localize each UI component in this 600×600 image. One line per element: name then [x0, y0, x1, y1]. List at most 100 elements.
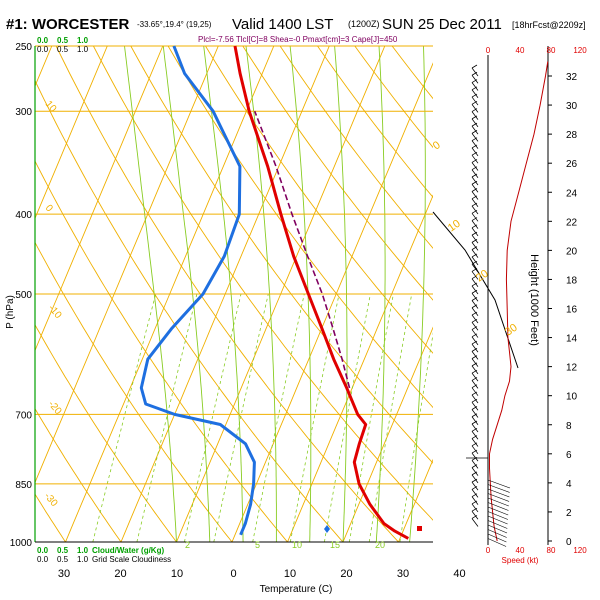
dry-adiabat-line: [167, 46, 433, 409]
moist-adiabat-line: [203, 46, 244, 542]
wind-barb-flag: [471, 159, 478, 163]
speed-axis-title: Speed (kt): [502, 556, 539, 565]
x-tick-label: 10: [284, 568, 296, 580]
wind-barb: [471, 322, 479, 331]
wind-barb: [471, 96, 479, 106]
wind-barb-flag: [471, 188, 478, 192]
wind-barb: [471, 234, 479, 244]
wind-barb: [471, 292, 479, 302]
utc-time: (1200Z): [348, 19, 380, 29]
low-level-wind-line: [487, 479, 511, 489]
wind-barb-flag: [471, 464, 478, 468]
wind-barb: [471, 518, 479, 527]
wind-barb: [471, 387, 479, 396]
speed-top-tick-1: 40: [516, 46, 525, 55]
moist-adiabat-line: [289, 46, 312, 542]
wind-barb: [471, 314, 479, 324]
isotherm-line: [120, 46, 330, 542]
speed-top-tick-2: 80: [547, 46, 556, 55]
dry-adiabat-line: [279, 46, 433, 249]
wind-barb-flag: [471, 449, 478, 454]
wind-barb-flag: [471, 398, 478, 403]
wind-barb: [471, 452, 479, 462]
low-level-wind-line: [487, 511, 509, 520]
isotherm-line: [65, 46, 275, 542]
wind-barb-flag: [471, 180, 478, 185]
dry-adiabat-line: [93, 46, 433, 521]
low-level-wind-line: [487, 533, 507, 543]
wind-barb-flag: [471, 355, 478, 359]
wind-barb: [471, 401, 479, 411]
temperature-line: [233, 45, 410, 540]
wind-barb: [471, 445, 479, 455]
wind-barb-flag: [471, 144, 478, 149]
mixing-ratio-line: [136, 293, 198, 542]
cloud-top-tick-2: 1.0: [77, 36, 89, 45]
mixing-ratio-label: 10: [292, 540, 302, 550]
height-tick-label: 8: [566, 421, 572, 432]
wind-barb-flag: [471, 93, 478, 98]
moist-adiabat-line: [409, 46, 426, 542]
cloud-top-tick-1: 0.5: [57, 36, 69, 45]
moist-adiabat-line: [334, 46, 348, 542]
wind-barb: [471, 503, 479, 513]
wind-barb-flag: [471, 318, 478, 323]
wind-barb-flag: [471, 340, 478, 345]
grid-tick-2: 1.0: [77, 555, 89, 564]
x-tick-label: 30: [397, 568, 409, 580]
wind-barb-flag: [471, 137, 478, 141]
wind-barb: [471, 343, 479, 353]
wind-barb: [471, 82, 479, 91]
dry-adiabat-line: [35, 323, 177, 542]
wind-barb-flag: [471, 130, 478, 134]
wind-barb: [471, 489, 479, 498]
isotherm-line: [510, 46, 600, 542]
speed-bottom-tick-2: 80: [547, 546, 556, 555]
dry-adiabat-line: [317, 46, 433, 198]
grid-tick-1: 0.5: [57, 555, 69, 564]
wind-barb: [471, 300, 479, 309]
wind-barb-flag: [471, 239, 478, 243]
wind-barb: [471, 351, 479, 360]
dewpoint-line: [139, 45, 256, 536]
wind-barb-flag: [471, 151, 478, 156]
y-tick-label: 1000: [10, 538, 33, 549]
wind-barb-flag: [471, 435, 478, 439]
wind-barb-flag: [471, 275, 478, 280]
wind-barb-flag: [471, 515, 478, 519]
x-tick-label: 40: [453, 568, 465, 580]
wind-barb-flag: [471, 202, 478, 207]
wind-barb: [471, 89, 479, 99]
isotherm-line: [398, 458, 433, 542]
forecast-date: SUN 25 Dec 2011: [382, 16, 502, 33]
dry-adiabat-line: [130, 46, 433, 464]
wind-barb-flag: [471, 246, 478, 250]
mixing-ratio-line: [324, 293, 371, 542]
dry-adiabat-line: [35, 407, 122, 542]
wind-barb-flag: [471, 384, 478, 389]
wind-barb: [471, 147, 479, 157]
mixing-ratio-line: [213, 293, 269, 542]
mixing-ratio-line: [92, 293, 157, 542]
low-level-wind-line: [487, 524, 508, 534]
grid-tick-0: 0.0: [37, 555, 49, 564]
height-tick-label: 18: [566, 275, 578, 286]
wind-barb: [471, 438, 479, 447]
wind-barb: [471, 184, 479, 193]
wind-barb: [471, 256, 479, 266]
wind-barb-flag: [471, 224, 478, 229]
wind-barb: [471, 169, 479, 178]
wind-barb-flag: [471, 209, 478, 214]
wind-barb: [471, 416, 479, 425]
station-coords: -33.65°,19.4° (19,25): [137, 20, 212, 29]
dry-adiabat-line: [35, 79, 344, 542]
dry-adiabat-label: 30: [503, 322, 520, 339]
low-level-wind-line: [487, 488, 510, 498]
y-tick-label: 500: [15, 290, 32, 301]
wind-barb-flag: [471, 333, 478, 338]
wind-barb-flag: [471, 478, 478, 483]
wind-barb-flag: [471, 231, 478, 236]
height-tick-label: 28: [566, 130, 578, 141]
wind-barb: [471, 263, 479, 273]
